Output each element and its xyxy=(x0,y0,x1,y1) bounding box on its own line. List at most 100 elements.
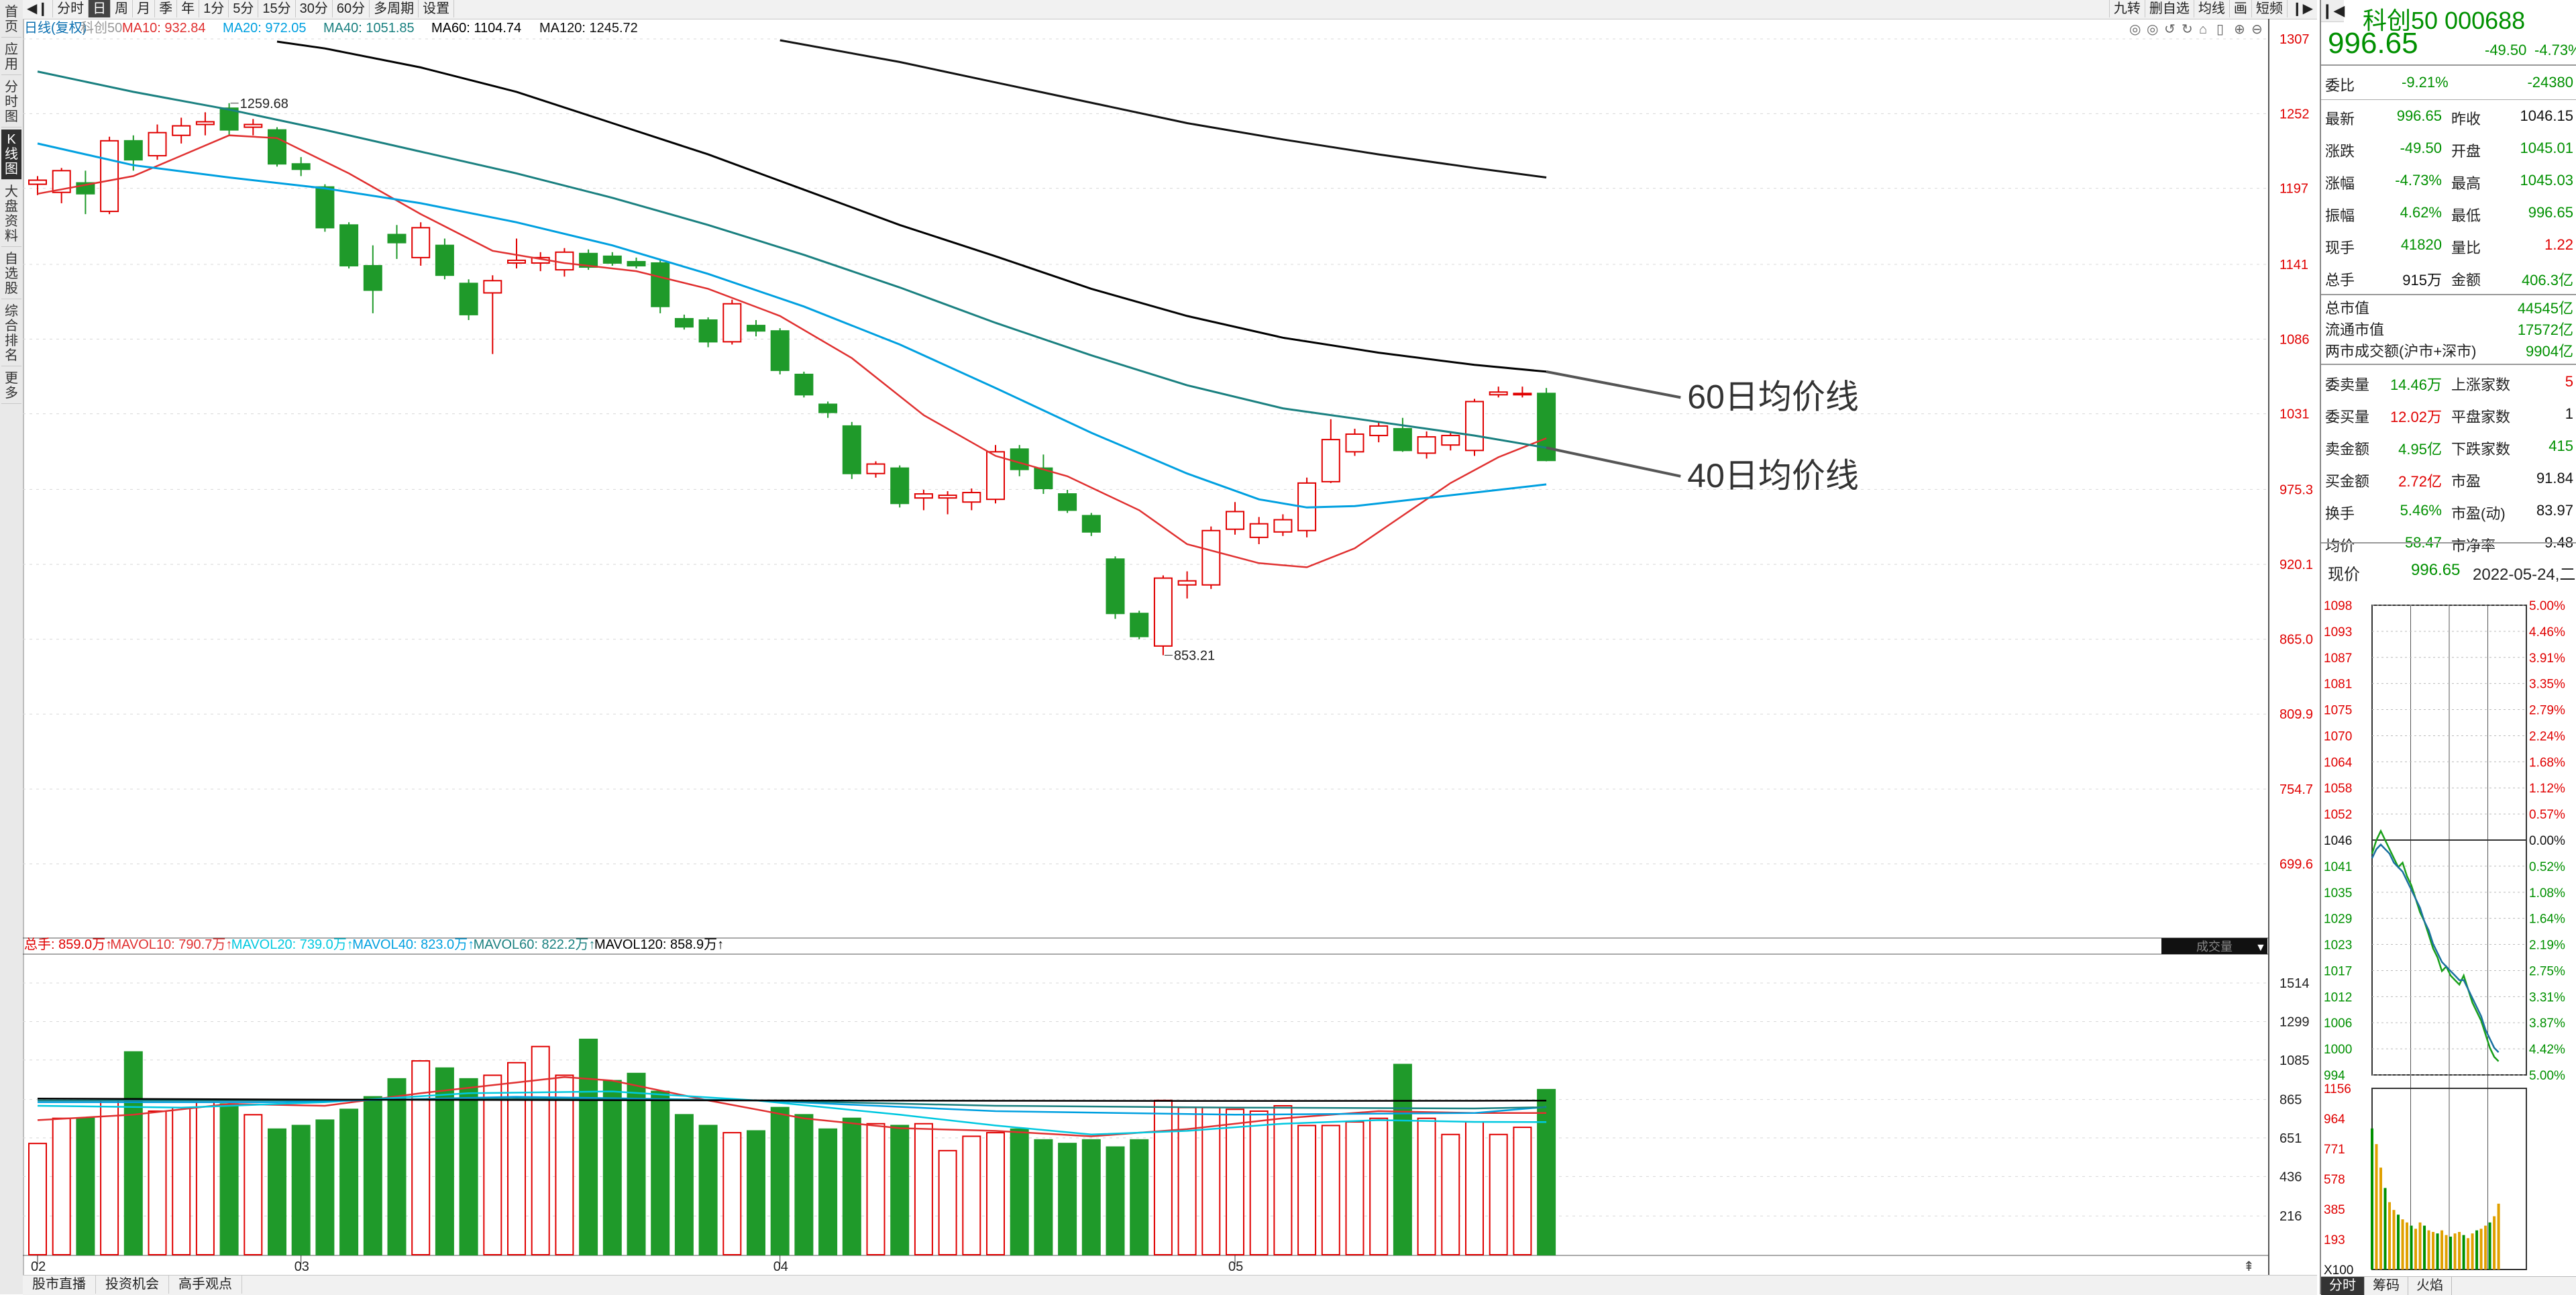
minute-price: 996.65 xyxy=(2411,561,2461,579)
bottom-tab-2[interactable]: 高手观点 xyxy=(169,1276,242,1294)
weibi-row: 委比 -9.21% -24380 xyxy=(2325,67,2573,98)
quote-panel: ❙◀ 科创50 000688 996.65 -49.50 -4.73% 委比 -… xyxy=(2320,0,2576,1295)
volume-bar xyxy=(770,1106,790,1256)
market-label: 流通市值 xyxy=(2325,321,2385,338)
quote-label: 昨收 xyxy=(2451,111,2481,127)
toolbar-next-icon[interactable]: ❙▶ xyxy=(2286,0,2317,17)
nav-item-6[interactable]: 综合排名 xyxy=(1,301,21,366)
ma-legend: MA20: 972.05 xyxy=(223,21,307,36)
nav-item-4[interactable]: 大盘资料 xyxy=(1,182,21,247)
candle-body xyxy=(747,325,765,332)
panel-tab-2[interactable]: 火焰 xyxy=(2408,1277,2452,1295)
quote-value: 41820 xyxy=(2400,236,2442,253)
tool-1[interactable]: 删自选 xyxy=(2144,0,2194,17)
y-tick-label: 920.1 xyxy=(2279,558,2313,572)
volume-bar xyxy=(1034,1139,1053,1256)
nav-item-5[interactable]: 自选股 xyxy=(1,249,21,299)
tool-4[interactable]: 短频 xyxy=(2251,0,2287,17)
volume-tick-label: 216 xyxy=(2279,1209,2302,1224)
volume-bar xyxy=(1058,1143,1077,1256)
volume-bar xyxy=(531,1045,550,1255)
bottom-tab-1[interactable]: 投资机会 xyxy=(96,1276,169,1294)
quote-label: 换手 xyxy=(2325,505,2355,522)
volume-bar xyxy=(1537,1088,1556,1256)
tool-3[interactable]: 画 xyxy=(2229,0,2251,17)
candle-body xyxy=(148,132,167,157)
volume-bar xyxy=(866,1123,885,1255)
tool-0[interactable]: 九转 xyxy=(2108,0,2145,17)
chart-tool-icon: ▯ xyxy=(2216,22,2224,37)
quote-value: 1.22 xyxy=(2544,236,2573,253)
panel-collapse-icon[interactable]: ❙◀ xyxy=(2321,0,2345,22)
quote-label: 均价 xyxy=(2325,537,2355,554)
panel-tab-1[interactable]: 筹码 xyxy=(2365,1277,2408,1295)
quote-label: 市盈(动) xyxy=(2451,505,2506,522)
minute-right-tick: 1.64% xyxy=(2529,913,2565,927)
candle-body xyxy=(315,186,335,229)
period-tab-6[interactable]: 1分 xyxy=(199,0,229,17)
volume-ma-line-mavol10 xyxy=(37,1076,1547,1137)
candle-body xyxy=(1369,425,1389,437)
volume-bar xyxy=(1345,1121,1364,1256)
quote-label: 量比 xyxy=(2451,240,2481,256)
period-tab-4[interactable]: 季 xyxy=(155,0,178,17)
chart-tool-icon: ↻ xyxy=(2182,22,2193,37)
candle-body xyxy=(123,140,143,161)
period-tab-0[interactable]: 分时 xyxy=(53,0,89,17)
minute-left-tick: 1023 xyxy=(2324,939,2352,953)
volume-legend: MAVOL10: 790.7万↑ xyxy=(110,937,232,952)
volume-bar xyxy=(842,1117,861,1255)
nav-item-7[interactable]: 更多 xyxy=(1,368,21,404)
quote-row: 现手 41820 量比 1.22 xyxy=(2325,229,2573,260)
period-tab-7[interactable]: 5分 xyxy=(229,0,259,17)
nav-item-3[interactable]: K线图 xyxy=(1,130,21,180)
quote-row: 换手 5.46% 市盈(动) 83.97 xyxy=(2325,495,2573,526)
tool-2[interactable]: 均线 xyxy=(2193,0,2229,17)
period-tab-11[interactable]: 多周期 xyxy=(370,0,419,17)
quote-value: 2.72亿 xyxy=(2398,473,2442,490)
minute-right-tick: 5.00% xyxy=(2529,599,2565,613)
annotation-label: 60日均价线 xyxy=(1687,378,1859,415)
nav-item-1[interactable]: 应用 xyxy=(1,40,21,75)
main-chart[interactable]: 1307 1252 1197 1141 1086 1031 975.3 920.1 865.0 8… xyxy=(23,19,2320,1275)
period-tab-5[interactable]: 年 xyxy=(177,0,200,17)
period-tab-1[interactable]: 日 xyxy=(89,0,111,17)
minute-volume-tick: 771 xyxy=(2324,1143,2345,1157)
divider xyxy=(2321,64,2576,66)
toolbar-prev-icon[interactable]: ◀❙ xyxy=(23,0,54,17)
volume-bar xyxy=(1153,1099,1173,1255)
period-tab-10[interactable]: 60分 xyxy=(333,0,370,17)
volume-tick-label: 1299 xyxy=(2279,1015,2310,1030)
minute-chart[interactable]: 1098 5.00% 1093 4.46% 1087 3.91% 1081 3.35% 1075… xyxy=(2321,592,2576,1275)
candle-body xyxy=(219,107,239,131)
volume-bar xyxy=(555,1074,574,1255)
volume-bar xyxy=(794,1114,814,1255)
volume-tick-label: 1514 xyxy=(2279,976,2310,991)
nav-item-2[interactable]: 分时图 xyxy=(1,77,21,127)
y-tick-label: 1086 xyxy=(2279,332,2310,347)
minute-left-tick: 1093 xyxy=(2324,625,2352,639)
period-tab-2[interactable]: 周 xyxy=(111,0,133,17)
panel-tab-0[interactable]: 分时 xyxy=(2321,1277,2365,1295)
period-tab-9[interactable]: 30分 xyxy=(296,0,333,17)
quote-row: 总手 915万 金额 406.3亿 xyxy=(2325,262,2573,293)
volume-bar xyxy=(914,1123,933,1255)
value-label: 853.21 xyxy=(1174,649,1215,664)
y-tick-label: 865.0 xyxy=(2279,633,2313,648)
period-tab-3[interactable]: 月 xyxy=(133,0,156,17)
period-tab-8[interactable]: 15分 xyxy=(258,0,296,17)
candle-body xyxy=(1489,391,1508,396)
candle-body xyxy=(1345,433,1364,453)
minute-right-tick: 3.91% xyxy=(2529,652,2565,666)
candle-body xyxy=(674,317,694,328)
period-tab-12[interactable]: 设置 xyxy=(419,0,455,17)
candle-body xyxy=(1441,435,1460,446)
annotation-label: 40日均价线 xyxy=(1687,457,1859,495)
quote-label: 买金额 xyxy=(2325,473,2370,490)
minute-left-tick: 1035 xyxy=(2324,886,2352,900)
nav-item-0[interactable]: 首页 xyxy=(1,2,21,38)
bottom-tab-0[interactable]: 股市直播 xyxy=(23,1276,96,1294)
market-value: 17572亿 xyxy=(2517,321,2573,338)
volume-tick-label: 865 xyxy=(2279,1093,2302,1108)
quote-value: -4.73% xyxy=(2395,172,2442,189)
